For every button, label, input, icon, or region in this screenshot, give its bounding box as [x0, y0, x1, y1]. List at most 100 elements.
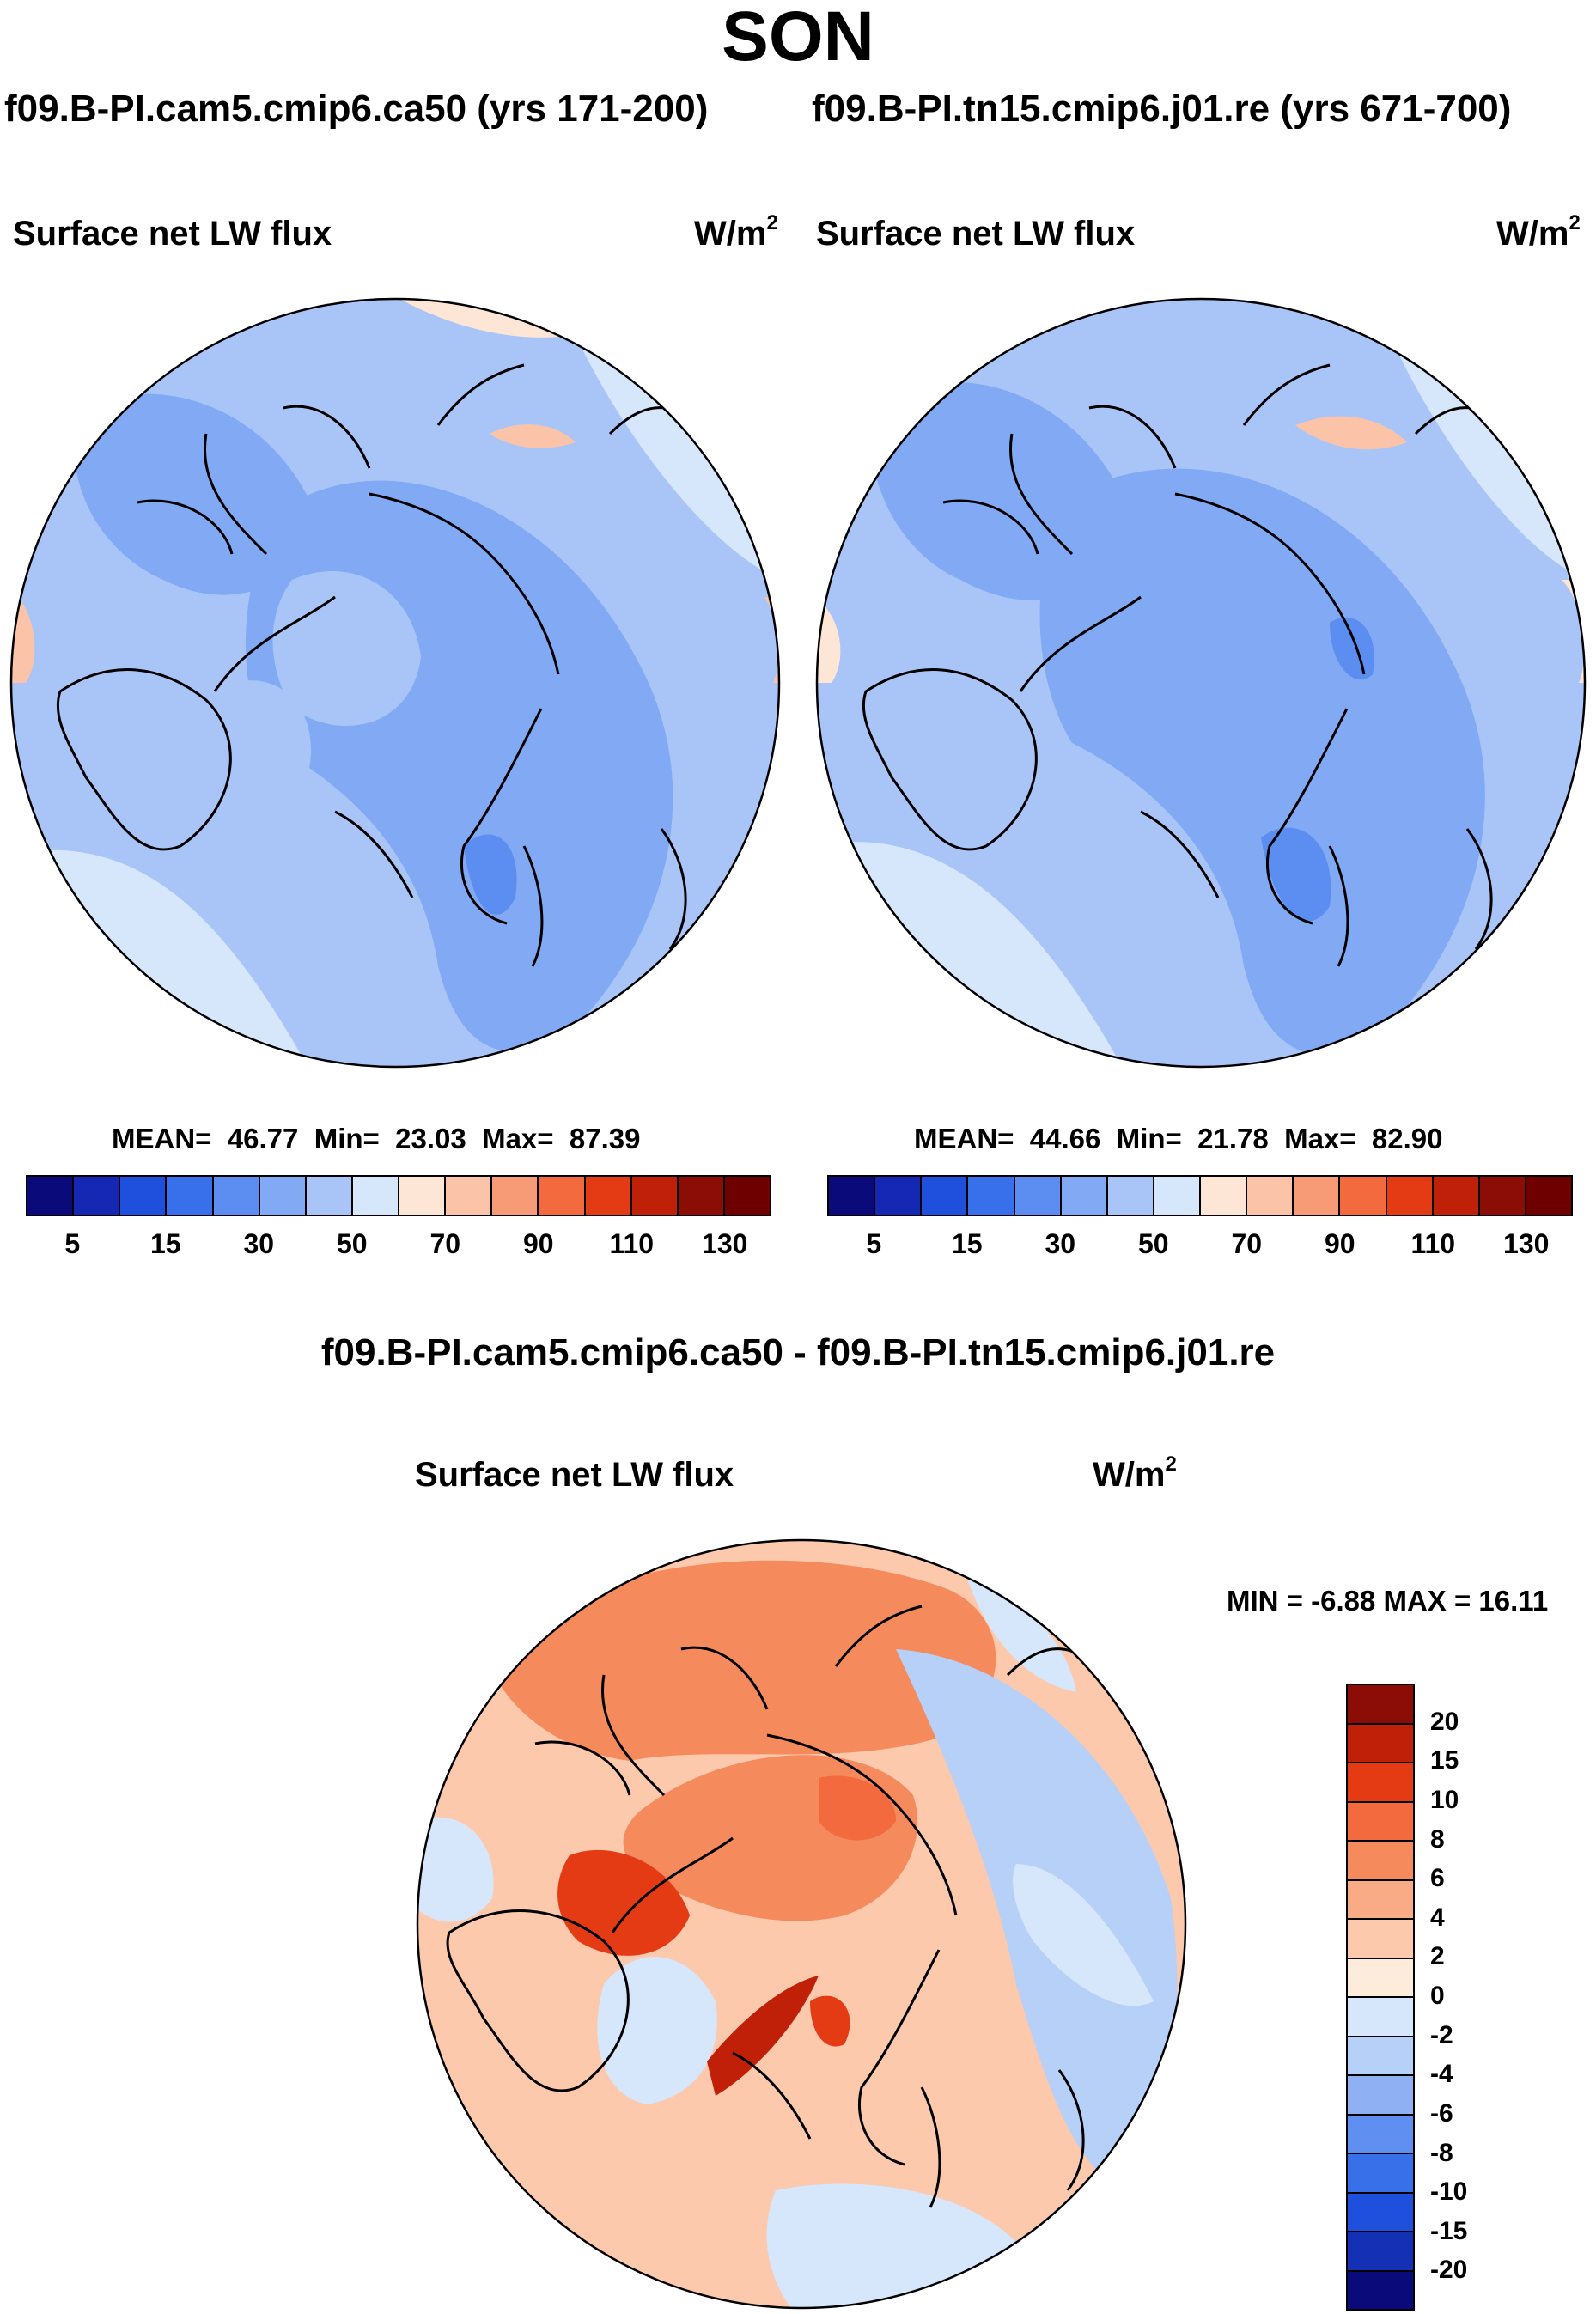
- panel3-colorbar-tick-label: 6: [1430, 1864, 1445, 1893]
- panel3-field-ice-edge-hot: [707, 1976, 819, 2096]
- panel2-colorbar-tick-label: 15: [951, 1228, 983, 1259]
- panel2-colorbar-tick-label: 90: [1324, 1228, 1355, 1259]
- panel1-map-border: [9, 297, 781, 1069]
- panel3-colorbar-tick-label: -6: [1430, 2098, 1453, 2128]
- panel3-field-bering-cool: [965, 1572, 1076, 1692]
- panel2-colorbar-tick-label: 110: [1410, 1228, 1456, 1259]
- panel1-colorbar-tick-label: 90: [522, 1228, 554, 1259]
- panel1-colorbar-tick-label: 70: [429, 1228, 461, 1259]
- panel1-field-greenland: [170, 680, 312, 843]
- panel3-colorbar-tick-label: -8: [1430, 2138, 1453, 2167]
- panel1-colorbar-box: [446, 1177, 493, 1215]
- panel1-stats: MEAN= 46.77 Min= 23.03 Max= 87.39: [112, 1123, 641, 1154]
- panel3-colorbar: [1346, 1684, 1415, 2311]
- panel3-colorbar-box: [1348, 2232, 1413, 2272]
- panel3-colorbar-box: [1348, 1958, 1413, 1998]
- panel2-colorbar-box: [922, 1177, 969, 1215]
- panel3-colorbar-box: [1348, 2154, 1413, 2194]
- panel3-colorbar-box: [1348, 1920, 1413, 1959]
- panel3-colorbar-box: [1348, 1842, 1413, 1881]
- panel1-colorbar-box: [399, 1177, 447, 1215]
- panel2-colorbar-tick-label: 70: [1231, 1228, 1263, 1259]
- panel3-colorbar-tick-label: 8: [1430, 1824, 1445, 1854]
- panel3-colorbar-box: [1348, 1998, 1413, 2037]
- panel2-colorbar-box: [1154, 1177, 1201, 1215]
- panel3-colorbar-tick-label: 2: [1430, 1942, 1445, 1971]
- panel3-title: Surface net LW flux: [415, 1456, 734, 1494]
- panel1-title: Surface net LW flux: [13, 215, 332, 253]
- panel1-colorbar-tick-label: 110: [609, 1228, 655, 1259]
- panel2-colorbar-box: [1433, 1177, 1480, 1215]
- panel3-map-border: [416, 1538, 1187, 2310]
- panel1-colorbar-box: [539, 1177, 586, 1215]
- panel3-colorbar-tick-label: -2: [1430, 2020, 1453, 2049]
- panel2-colorbar-box: [1247, 1177, 1294, 1215]
- panel1-field-scandinavia: [464, 834, 517, 915]
- panel2-colorbar-box: [1294, 1177, 1341, 1215]
- panel1-colorbar-box: [74, 1177, 121, 1215]
- panel1-colorbar-tick-label: 130: [702, 1228, 748, 1259]
- panel2-colorbar-box: [1061, 1177, 1108, 1215]
- panel2-field-arctic-basin: [1039, 468, 1485, 1057]
- panel1-colorbar-box: [585, 1177, 632, 1215]
- panel3-colorbar-tick-label: 4: [1430, 1903, 1445, 1932]
- panel1-colorbar-box: [259, 1177, 307, 1215]
- panel1-colorbar-box: [213, 1177, 260, 1215]
- panel3-colorbar-box: [1348, 1802, 1413, 1842]
- panel1-map: [9, 297, 781, 1069]
- panel2-colorbar-box: [1526, 1177, 1571, 1215]
- panel3-colorbar-box: [1348, 1763, 1413, 1803]
- panel3-field-barents-hot: [810, 1995, 850, 2047]
- panel3-field-canada-cool: [417, 1817, 494, 1922]
- panel3-colorbar-box: [1348, 1880, 1413, 1920]
- panel3-units: W/m2: [1093, 1452, 1177, 1494]
- panel3-colorbar-box: [1348, 2271, 1413, 2309]
- panel1-colorbar-tick-label: 50: [336, 1228, 368, 1259]
- panel2-colorbar-box: [968, 1177, 1015, 1215]
- panel2-field-scandinavia: [1261, 827, 1331, 922]
- panel3-colorbar-tick-label: -20: [1430, 2256, 1468, 2285]
- panel2-colorbar-box: [1107, 1177, 1154, 1215]
- panel2-colorbar-box: [1201, 1177, 1248, 1215]
- panel1-units: W/m2: [694, 211, 778, 253]
- panel2-map-border: [815, 297, 1587, 1069]
- panel1-colorbar-box: [352, 1177, 399, 1215]
- panel1-colorbar-box: [167, 1177, 214, 1215]
- panel2-colorbar: [827, 1175, 1573, 1216]
- panel3-colorbar-box: [1348, 2037, 1413, 2076]
- panel2-stats: MEAN= 44.66 Min= 21.78 Max= 82.90: [914, 1123, 1443, 1154]
- panel3-field-archipelago-hot: [557, 1849, 690, 1956]
- panel1-colorbar-box: [631, 1177, 679, 1215]
- panel3-colorbar-box: [1348, 2076, 1413, 2116]
- panel1-field-central-arctic: [272, 571, 421, 726]
- case1-label: f09.B-PI.cam5.cmip6.ca50 (yrs 171-200): [4, 88, 709, 130]
- panel3-map: [416, 1538, 1187, 2310]
- panel2-colorbar-box: [829, 1177, 876, 1215]
- panel1-colorbar-box: [724, 1177, 770, 1215]
- panel2-units: W/m2: [1496, 211, 1581, 253]
- panel3-colorbar-tick-label: 15: [1430, 1746, 1459, 1775]
- panel3-colorbar-tick-label: -4: [1430, 2060, 1453, 2089]
- panel3-colorbar-tick-label: -10: [1430, 2177, 1468, 2207]
- panel3-colorbar-box: [1348, 1685, 1413, 1725]
- panel3-field-atlantic-light: [1013, 1864, 1154, 2006]
- panel3-colorbar-box: [1348, 2193, 1413, 2232]
- panel3-field-central-hot: [819, 1775, 896, 1841]
- difference-title: f09.B-PI.cam5.cmip6.ca50 - f09.B-PI.tn15…: [320, 1331, 1276, 1373]
- panel1-colorbar: [26, 1175, 771, 1216]
- panel2-colorbar-tick-label: 50: [1137, 1228, 1169, 1259]
- panel3-colorbar-box: [1348, 2115, 1413, 2154]
- panel3-colorbar-tick-label: 20: [1430, 1707, 1459, 1736]
- panel1-colorbar-box: [27, 1177, 75, 1215]
- panel2-colorbar-tick-label: 130: [1503, 1228, 1550, 1259]
- panel1-colorbar-tick-label: 15: [149, 1228, 181, 1259]
- panel2-colorbar-box: [1386, 1177, 1434, 1215]
- panel1-colorbar-box: [306, 1177, 353, 1215]
- panel1-colorbar-tick-label: 30: [243, 1228, 275, 1259]
- panel1-colorbar-box: [492, 1177, 539, 1215]
- panel3-field-pacific-warm: [484, 1560, 996, 1761]
- panel3-colorbar-tick-label: -15: [1430, 2216, 1468, 2245]
- panel2-field-barents: [1330, 617, 1374, 680]
- panel2-title: Surface net LW flux: [816, 215, 1136, 253]
- season-title: SON: [722, 0, 874, 76]
